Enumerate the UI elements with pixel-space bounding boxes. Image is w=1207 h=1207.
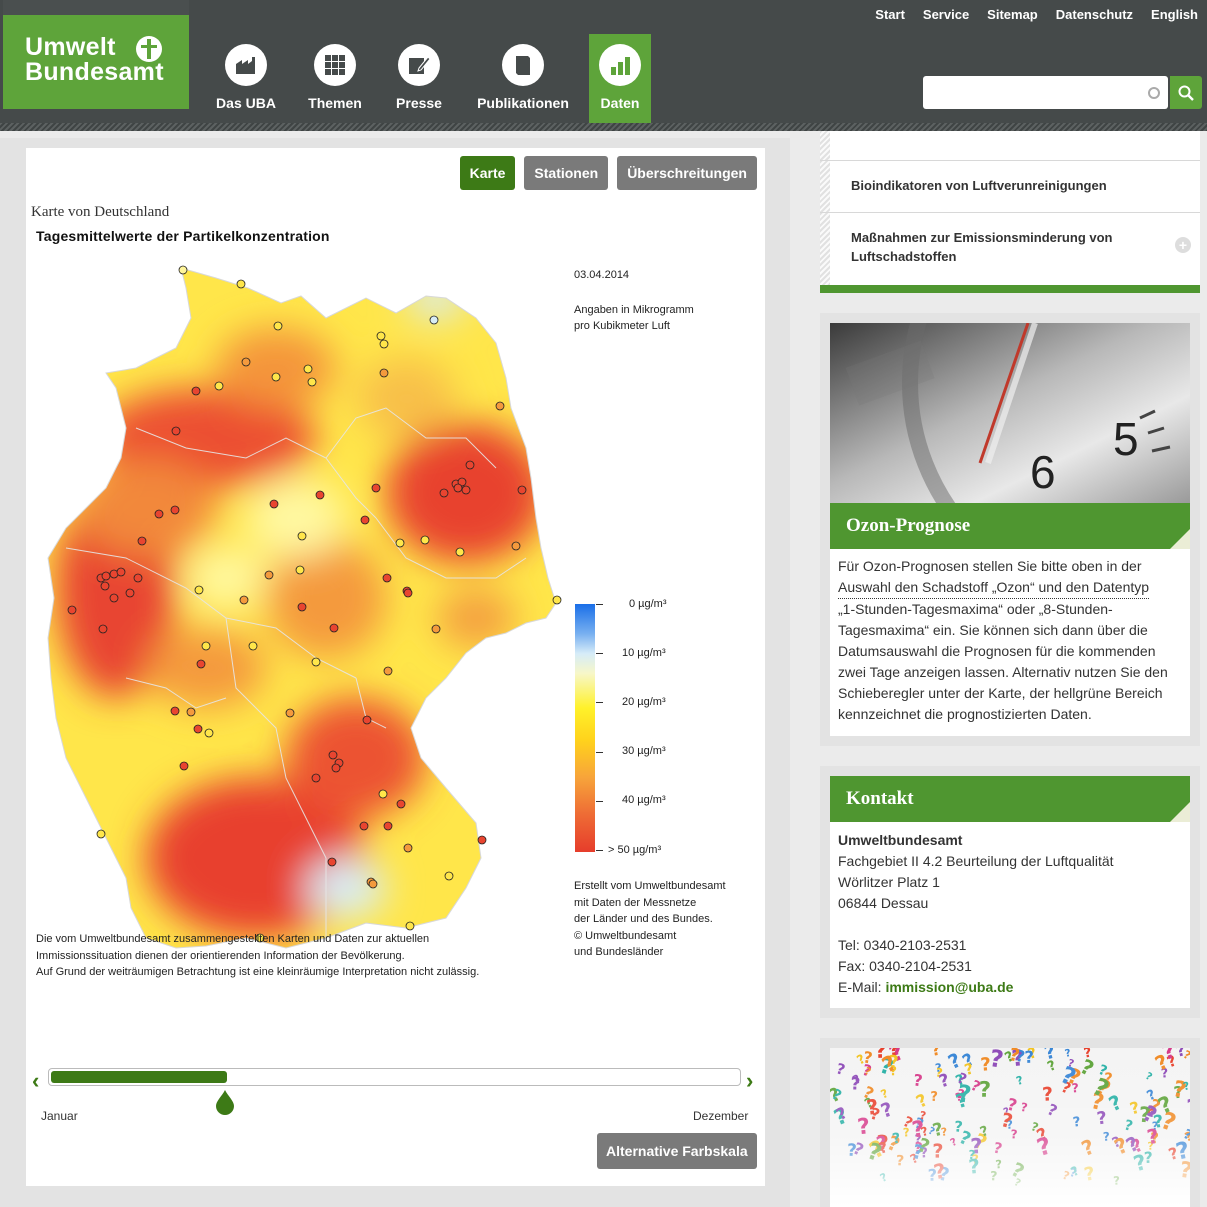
logo-line-2: Bundesamt: [25, 58, 164, 86]
main-content: Karte Stationen Überschreitungen Karte v…: [0, 138, 790, 1207]
pencil-note-icon: [398, 44, 440, 86]
map-unit-note: Angaben in Mikrogramm pro Kubikmeter Luf…: [574, 304, 694, 332]
topnav-service[interactable]: Service: [922, 7, 970, 22]
sidebar-item-bioindikatoren[interactable]: Bioindikatoren von Luftverunreinigungen: [820, 160, 1200, 212]
germany-pm-map[interactable]: [26, 258, 574, 958]
slider-fill: [51, 1071, 227, 1083]
nav-daten[interactable]: Daten: [589, 34, 651, 128]
sidebar-item-label: Luftschadstoffen: [851, 249, 957, 264]
nav-label: Daten: [600, 95, 640, 111]
question-marks-image[interactable]: ????????????????????????????????????????…: [830, 1048, 1190, 1207]
clock-photo: 6 5: [830, 323, 1190, 503]
logo-emblem-icon: [136, 36, 162, 62]
map-title: Tagesmittelwerte der Partikelkonzentrati…: [36, 228, 330, 244]
sidebar-item-label: Maßnahmen zur Emissionsminderung von: [851, 230, 1113, 245]
nav-presse[interactable]: Presse: [381, 34, 457, 128]
slider-handle[interactable]: [214, 1089, 236, 1115]
color-scale-bar: [575, 604, 595, 852]
sidebar-item-massnahmen[interactable]: Maßnahmen zur Emissionsminderung von Luf…: [820, 212, 1200, 285]
slider-prev-icon[interactable]: ‹: [32, 1068, 40, 1093]
site-header: Umwelt Bundesamt Start Service Sitemap D…: [0, 0, 1207, 131]
kontakt-org: Umweltbundesamt: [838, 832, 963, 848]
nav-label: Das UBA: [216, 95, 276, 111]
main-navigation: Das UBA Themen Presse Publikationen: [203, 34, 651, 128]
sidebar-item-label: Bioindikatoren von Luftverunreinigungen: [851, 178, 1107, 193]
kontakt-dept: Fachgebiet II 4.2 Beurteilung der Luftqu…: [838, 853, 1114, 869]
kontakt-tel: Tel: 0340-2103-2531: [838, 937, 967, 953]
book-icon: [502, 44, 544, 86]
kontakt-box: Kontakt Umweltbundesamt Fachgebiet II 4.…: [820, 766, 1200, 1018]
logo-line-1: Umwelt: [25, 33, 116, 61]
nav-label: Presse: [396, 95, 442, 111]
ozon-prognose-box: 6 5 Ozon-Prognose Für Ozon-Prognosen ste…: [820, 313, 1200, 746]
nav-themen[interactable]: Themen: [289, 34, 381, 128]
nav-label: Themen: [308, 95, 362, 111]
tab-stationen[interactable]: Stationen: [524, 156, 609, 190]
expand-plus-icon[interactable]: +: [1175, 237, 1191, 253]
map-credits: Erstellt vom Umweltbundesamt mit Daten d…: [574, 880, 726, 958]
kontakt-address: Umweltbundesamt Fachgebiet II 4.2 Beurte…: [838, 830, 1114, 998]
kontakt-fax: Fax: 0340-2104-2531: [838, 958, 972, 974]
legend-label: 40 µg/m³: [622, 794, 666, 806]
top-navigation: Start Service Sitemap Datenschutz Englis…: [866, 7, 1207, 22]
date-slider[interactable]: [48, 1068, 741, 1086]
map-disclaimer: Die vom Umweltbundesamt zusammengestellt…: [36, 933, 480, 978]
factory-icon: [225, 44, 267, 86]
view-tabs: Karte Stationen Überschreitungen: [459, 156, 757, 190]
search-button[interactable]: [1170, 76, 1202, 109]
kontakt-email-link[interactable]: immission@uba.de: [885, 979, 1014, 995]
ozon-prognose-heading: Ozon-Prognose: [830, 503, 1190, 549]
topnav-start[interactable]: Start: [875, 7, 905, 22]
kontakt-heading: Kontakt: [830, 776, 1190, 822]
search-clear-icon[interactable]: [1148, 87, 1160, 99]
uba-logo[interactable]: Umwelt Bundesamt: [3, 15, 189, 109]
slider-start-label: Januar: [41, 1109, 78, 1123]
map-area: Karte von Deutschland Tagesmittelwerte d…: [26, 198, 765, 988]
kontakt-street: Wörlitzer Platz 1: [838, 874, 940, 890]
kontakt-email-label: E-Mail:: [838, 979, 886, 995]
search-input[interactable]: [923, 76, 1168, 109]
slider-end-label: Dezember: [693, 1109, 749, 1123]
grid-icon: [314, 44, 356, 86]
map-date: 03.04.2014: [574, 269, 630, 281]
legend-label: > 50 µg/m³: [608, 844, 662, 856]
slider-next-icon[interactable]: ›: [746, 1068, 754, 1093]
topnav-sitemap[interactable]: Sitemap: [987, 7, 1038, 22]
tab-karte[interactable]: Karte: [459, 156, 516, 190]
legend-label: 30 µg/m³: [622, 745, 666, 757]
sidebar-link-list: Bioindikatoren von Luftverunreinigungen …: [820, 131, 1200, 293]
legend-label: 10 µg/m³: [622, 647, 666, 659]
legend-label: 20 µg/m³: [622, 696, 666, 708]
svg-text:6: 6: [1030, 446, 1056, 498]
bar-chart-icon: [599, 44, 641, 86]
kontakt-city: 06844 Dessau: [838, 895, 929, 911]
color-scale-ticks: [596, 604, 604, 852]
svg-text:5: 5: [1113, 413, 1139, 465]
alternative-color-scale-button[interactable]: Alternative Farbskala: [597, 1133, 757, 1169]
ozon-prognose-text: Für Ozon-Prognosen stellen Sie bitte obe…: [838, 558, 1168, 722]
legend-label: 0 µg/m³: [629, 598, 667, 610]
map-heading: Karte von Deutschland: [31, 204, 170, 220]
topnav-english[interactable]: English: [1151, 7, 1198, 22]
nav-das-uba[interactable]: Das UBA: [203, 34, 289, 128]
map-panel: Karte Stationen Überschreitungen Karte v…: [26, 148, 765, 1186]
tab-ueberschreitungen[interactable]: Überschreitungen: [617, 156, 757, 190]
search-icon: [1178, 85, 1194, 101]
question-marks-teaser: ????????????????????????????????????????…: [820, 1038, 1200, 1207]
logo-top-bar: [3, 0, 189, 15]
topnav-datenschutz[interactable]: Datenschutz: [1055, 7, 1134, 22]
nav-publikationen[interactable]: Publikationen: [457, 34, 589, 128]
nav-label: Publikationen: [477, 95, 569, 111]
